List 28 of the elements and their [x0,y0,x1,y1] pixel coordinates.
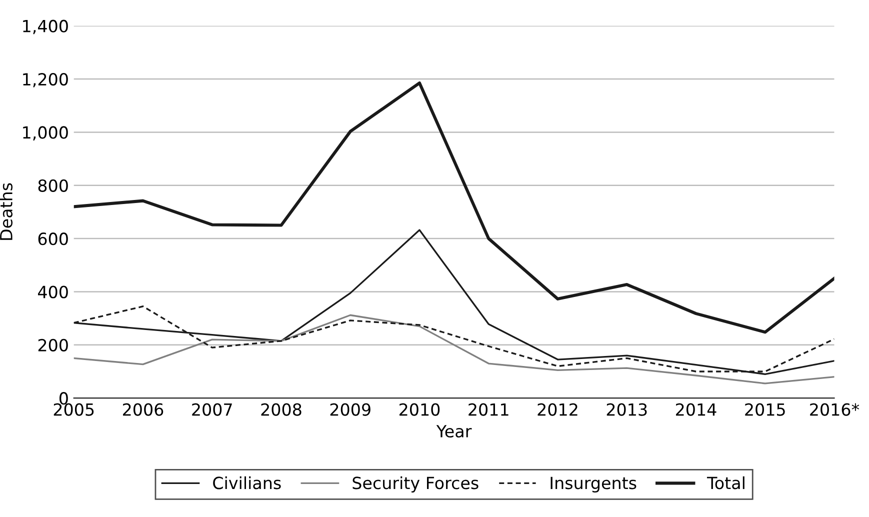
legend-label: Total [706,476,744,490]
y-tick-label: 1,400 [23,20,68,34]
x-tick-label: 2012 [538,403,578,416]
x-tick-label: 2010 [400,403,440,416]
x-tick-label: 2014 [676,403,716,416]
x-tick-label: 2016* [810,403,860,416]
y-tick-label: 0 [60,392,68,405]
x-tick-label: 2013 [606,403,647,416]
x-tick-label: 2006 [123,403,164,416]
y-axis-title: Deaths [0,183,13,240]
line-series [74,81,834,334]
x-tick-label: 2015 [745,403,785,416]
legend-label: Civilians [213,476,281,490]
y-tick-label: 800 [38,179,68,192]
x-tick-label: 2008 [261,403,302,416]
y-tick-label: 200 [38,338,68,352]
legend-label: Security Forces [352,476,478,492]
x-tick-label: 2011 [468,403,508,416]
x-axis-title: Year [436,425,472,438]
y-tick-label: 600 [38,232,68,246]
y-tick-label: 1,200 [23,72,68,88]
line-series [74,314,834,384]
x-tick-label: 2009 [330,403,370,416]
x-tick-label: 2007 [192,403,232,416]
y-tick-label: 400 [38,286,68,298]
legend-label: Insurgents [550,476,636,492]
x-tick-label: 2005 [54,403,94,416]
y-tick-label: 1,000 [23,126,68,140]
